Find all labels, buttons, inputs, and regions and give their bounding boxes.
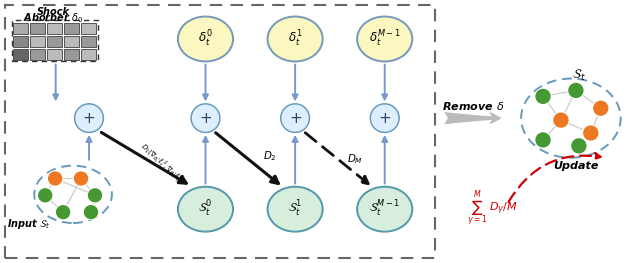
Circle shape	[191, 104, 220, 133]
Circle shape	[536, 133, 550, 147]
Circle shape	[593, 100, 609, 116]
Text: $\sum_{\gamma=1}^{M}$: $\sum_{\gamma=1}^{M}$	[467, 189, 487, 229]
Circle shape	[568, 83, 584, 98]
Bar	[13, 23, 28, 34]
Circle shape	[84, 205, 99, 220]
Ellipse shape	[178, 16, 234, 62]
Circle shape	[583, 125, 599, 141]
Circle shape	[57, 206, 70, 219]
Circle shape	[193, 105, 218, 131]
Bar	[64, 36, 79, 47]
Text: Shock: Shock	[37, 7, 70, 17]
Bar	[30, 36, 45, 47]
Text: $\mathcal{S}_t^1$: $\mathcal{S}_t^1$	[288, 199, 302, 219]
Circle shape	[553, 112, 569, 128]
Circle shape	[535, 132, 551, 148]
Bar	[30, 49, 45, 60]
Circle shape	[554, 113, 568, 127]
Bar	[47, 23, 62, 34]
Circle shape	[84, 206, 97, 219]
Circle shape	[38, 188, 52, 203]
Text: $\delta_t^1$: $\delta_t^1$	[288, 29, 302, 49]
Ellipse shape	[268, 186, 323, 232]
Bar	[64, 49, 79, 60]
Bar	[13, 36, 28, 47]
Circle shape	[569, 84, 583, 97]
Ellipse shape	[268, 16, 323, 62]
Circle shape	[56, 205, 70, 220]
Text: $D_{\gamma}/M$: $D_{\gamma}/M$	[489, 201, 518, 218]
Circle shape	[584, 126, 598, 140]
Bar	[30, 23, 45, 34]
Bar	[13, 49, 28, 60]
Text: Aborber $\delta_0$: Aborber $\delta_0$	[24, 11, 84, 25]
Circle shape	[75, 172, 88, 185]
Text: $\delta_t^0$: $\delta_t^0$	[198, 29, 213, 49]
Circle shape	[49, 172, 61, 185]
Circle shape	[535, 88, 551, 104]
Circle shape	[572, 139, 586, 153]
Text: $\delta_t^{M-1}$: $\delta_t^{M-1}$	[369, 29, 401, 49]
Circle shape	[39, 189, 52, 202]
Ellipse shape	[359, 188, 411, 230]
Ellipse shape	[269, 18, 321, 60]
Text: $+$: $+$	[289, 111, 301, 126]
Text: $\mathcal{S}_t$: $\mathcal{S}_t$	[572, 68, 586, 83]
Circle shape	[88, 188, 102, 203]
Circle shape	[75, 104, 104, 133]
Text: $+$: $+$	[378, 111, 391, 126]
Ellipse shape	[269, 188, 321, 230]
Bar	[81, 49, 96, 60]
Circle shape	[88, 189, 102, 202]
Bar	[47, 36, 62, 47]
Circle shape	[76, 105, 102, 131]
Circle shape	[571, 138, 587, 154]
Circle shape	[594, 101, 608, 115]
Ellipse shape	[178, 186, 234, 232]
Bar	[81, 36, 96, 47]
Text: $D_1(\nabla_{\theta_t^*}\ell_t^{\mathcal{S}},\nabla_{\theta_t^*}\ell_t^{\mathcal: $D_1(\nabla_{\theta_t^*}\ell_t^{\mathcal…	[137, 140, 188, 187]
Text: $\mathcal{S}_t^{M-1}$: $\mathcal{S}_t^{M-1}$	[369, 199, 401, 219]
Text: $D_M$: $D_M$	[347, 152, 363, 166]
Circle shape	[372, 105, 397, 131]
Text: Update: Update	[553, 161, 598, 171]
Text: $D_2$: $D_2$	[263, 149, 277, 163]
Text: Remove $\delta$: Remove $\delta$	[442, 100, 504, 112]
FancyArrowPatch shape	[509, 153, 600, 202]
Ellipse shape	[357, 16, 413, 62]
Text: $+$: $+$	[83, 111, 95, 126]
Bar	[64, 23, 79, 34]
Ellipse shape	[357, 186, 413, 232]
Text: $\mathcal{S}_t^0$: $\mathcal{S}_t^0$	[198, 199, 212, 219]
Ellipse shape	[180, 188, 232, 230]
Circle shape	[536, 89, 550, 103]
Bar	[81, 23, 96, 34]
Text: $+$: $+$	[199, 111, 212, 126]
Text: Input $\mathcal{S}_t$: Input $\mathcal{S}_t$	[8, 217, 51, 231]
Bar	[47, 49, 62, 60]
Ellipse shape	[359, 18, 411, 60]
Circle shape	[74, 171, 88, 186]
Circle shape	[281, 104, 310, 133]
Ellipse shape	[180, 18, 232, 60]
Circle shape	[371, 104, 399, 133]
Circle shape	[282, 105, 308, 131]
Circle shape	[48, 171, 63, 186]
